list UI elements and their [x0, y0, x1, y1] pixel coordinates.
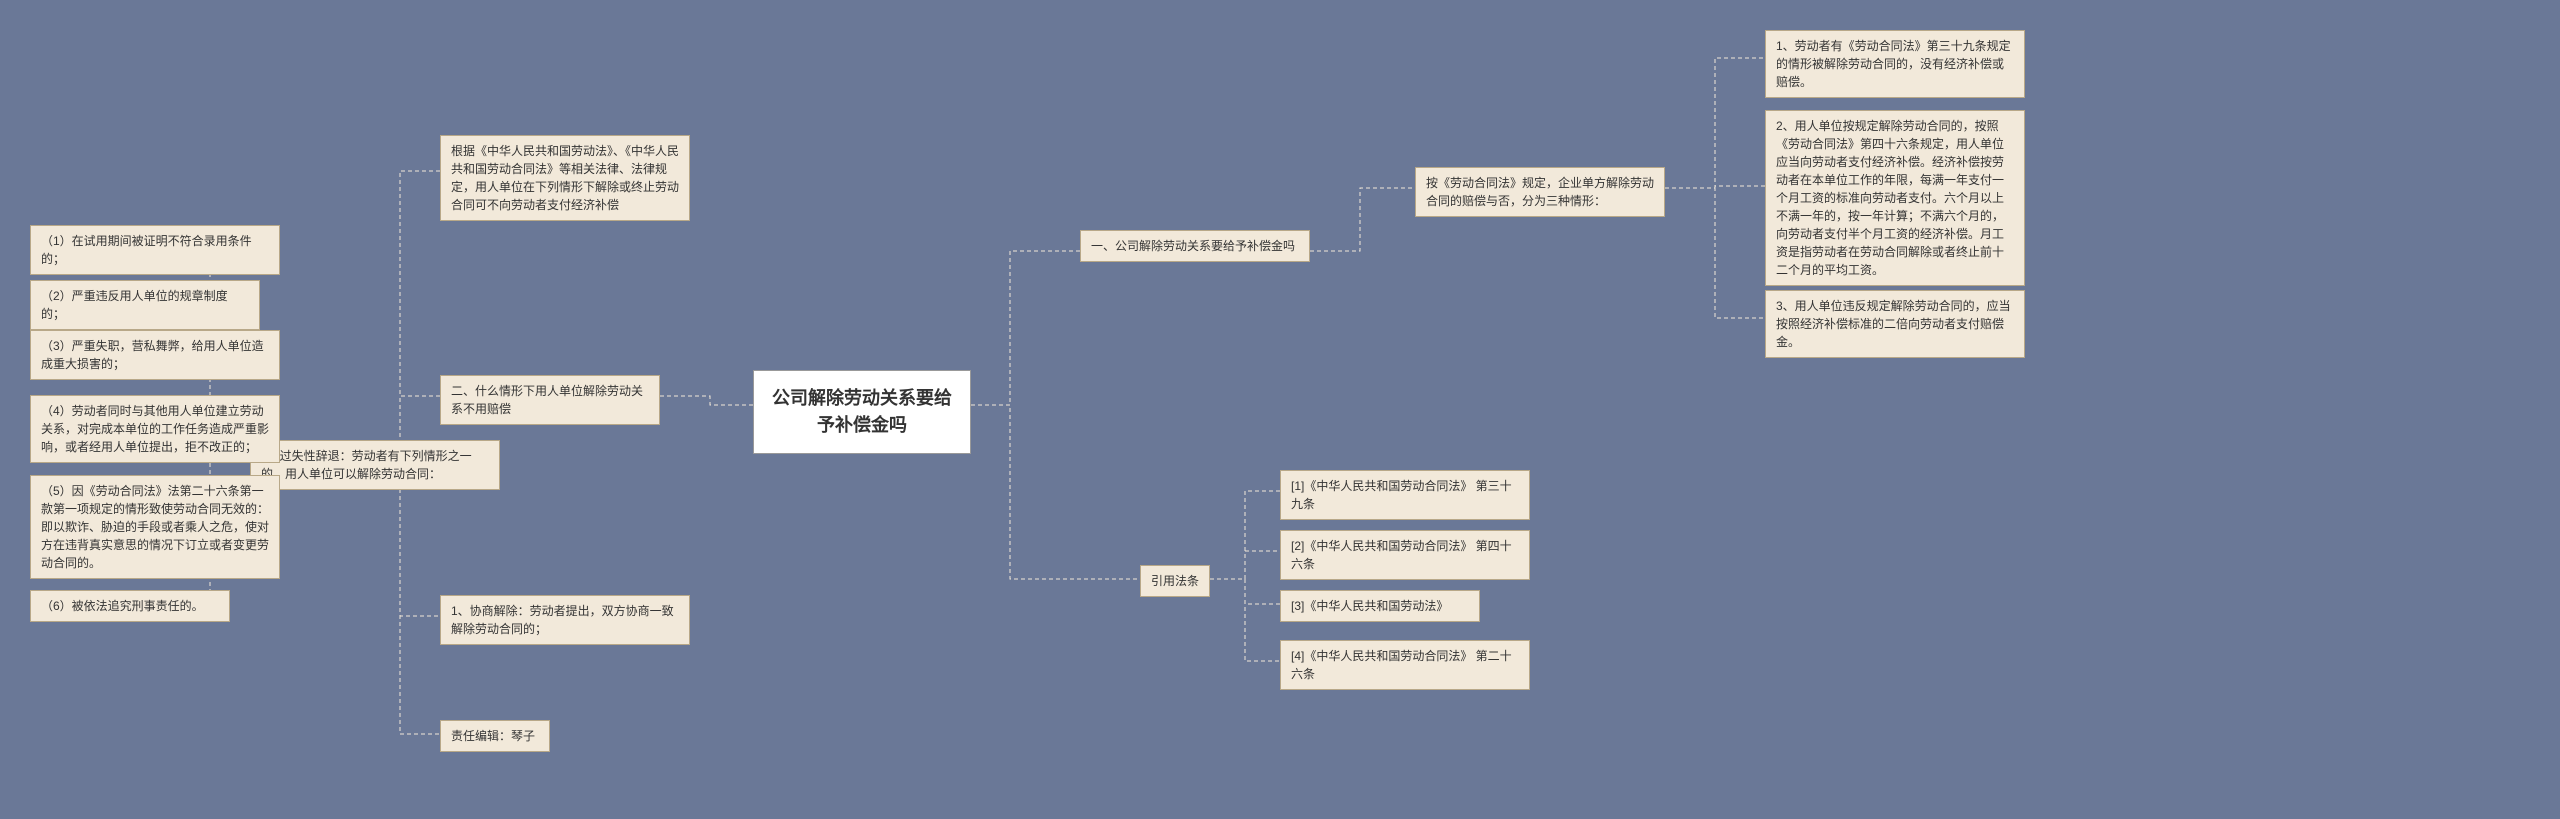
leaf-r2-3: [4]《中华人民共和国劳动合同法》 第二十六条 — [1280, 640, 1530, 690]
branch-right-2: 引用法条 — [1140, 565, 1210, 597]
leaf-ls-4: （5）因《劳动合同法》法第二十六条第一款第一项规定的情形致使劳动合同无效的：即以… — [30, 475, 280, 579]
leaf-ls-2: （3）严重失职，营私舞弊，给用人单位造成重大损害的； — [30, 330, 280, 380]
branch-left-1: 二、什么情形下用人单位解除劳动关系不用赔偿 — [440, 375, 660, 425]
branch-right-1: 一、公司解除劳动关系要给予补偿金吗 — [1080, 230, 1310, 262]
leaf-ls-5: （6）被依法追究刑事责任的。 — [30, 590, 230, 622]
leaf-r2-0: [1]《中华人民共和国劳动合同法》 第三十九条 — [1280, 470, 1530, 520]
node-text: [1]《中华人民共和国劳动合同法》 第三十九条 — [1291, 479, 1512, 511]
leaf-r1-2: 3、用人单位违反规定解除劳动合同的，应当按照经济补偿标准的二倍向劳动者支付赔偿金… — [1765, 290, 2025, 358]
node-text: 3、用人单位违反规定解除劳动合同的，应当按照经济补偿标准的二倍向劳动者支付赔偿金… — [1776, 299, 2011, 349]
node-text: （6）被依法追究刑事责任的。 — [41, 599, 204, 613]
leaf-l-3: 责任编辑：琴子 — [440, 720, 550, 752]
node-text: 责任编辑：琴子 — [451, 729, 535, 743]
node-text: 二、什么情形下用人单位解除劳动关系不用赔偿 — [451, 384, 643, 416]
node-text: [2]《中华人民共和国劳动合同法》 第四十六条 — [1291, 539, 1512, 571]
root-text: 公司解除劳动关系要给予补偿金吗 — [772, 388, 952, 435]
node-text: 2、用人单位按规定解除劳动合同的，按照《劳动合同法》第四十六条规定，用人单位应当… — [1776, 119, 2004, 277]
node-text: （5）因《劳动合同法》法第二十六条第一款第一项规定的情形致使劳动合同无效的：即以… — [41, 484, 269, 570]
connector-layer — [0, 0, 2560, 819]
leaf-r1-1: 2、用人单位按规定解除劳动合同的，按照《劳动合同法》第四十六条规定，用人单位应当… — [1765, 110, 2025, 286]
node-text: 按《劳动合同法》规定，企业单方解除劳动合同的赔偿与否，分为三种情形： — [1426, 176, 1654, 208]
branch-right-1-child: 按《劳动合同法》规定，企业单方解除劳动合同的赔偿与否，分为三种情形： — [1415, 167, 1665, 217]
node-text: 引用法条 — [1151, 574, 1199, 588]
leaf-l-0: 根据《中华人民共和国劳动法》、《中华人民共和国劳动合同法》等相关法律、法律规定，… — [440, 135, 690, 221]
node-text: （3）严重失职，营私舞弊，给用人单位造成重大损害的； — [41, 339, 264, 371]
node-text: 1、协商解除：劳动者提出，双方协商一致解除劳动合同的； — [451, 604, 674, 636]
node-text: [4]《中华人民共和国劳动合同法》 第二十六条 — [1291, 649, 1512, 681]
node-text: 一、公司解除劳动关系要给予补偿金吗 — [1091, 239, 1295, 253]
node-text: （1）在试用期间被证明不符合录用条件的； — [41, 234, 252, 266]
node-text: （4）劳动者同时与其他用人单位建立劳动关系，对完成本单位的工作任务造成严重影响，… — [41, 404, 269, 454]
leaf-ls-0: （1）在试用期间被证明不符合录用条件的； — [30, 225, 280, 275]
leaf-r2-2: [3]《中华人民共和国劳动法》 — [1280, 590, 1480, 622]
node-text: 根据《中华人民共和国劳动法》、《中华人民共和国劳动合同法》等相关法律、法律规定，… — [451, 144, 679, 212]
node-text: 1、劳动者有《劳动合同法》第三十九条规定的情形被解除劳动合同的，没有经济补偿或赔… — [1776, 39, 2011, 89]
leaf-l-2: 1、协商解除：劳动者提出，双方协商一致解除劳动合同的； — [440, 595, 690, 645]
mindmap-root: 公司解除劳动关系要给予补偿金吗 — [753, 370, 971, 454]
leaf-r1-0: 1、劳动者有《劳动合同法》第三十九条规定的情形被解除劳动合同的，没有经济补偿或赔… — [1765, 30, 2025, 98]
leaf-r2-1: [2]《中华人民共和国劳动合同法》 第四十六条 — [1280, 530, 1530, 580]
node-text: [3]《中华人民共和国劳动法》 — [1291, 599, 1448, 613]
branch-left-sub: 2、过失性辞退：劳动者有下列情形之一的，用人单位可以解除劳动合同： — [250, 440, 500, 490]
node-text: （2）严重违反用人单位的规章制度的； — [41, 289, 228, 321]
leaf-ls-1: （2）严重违反用人单位的规章制度的； — [30, 280, 260, 330]
leaf-ls-3: （4）劳动者同时与其他用人单位建立劳动关系，对完成本单位的工作任务造成严重影响，… — [30, 395, 280, 463]
node-text: 2、过失性辞退：劳动者有下列情形之一的，用人单位可以解除劳动合同： — [261, 449, 472, 481]
